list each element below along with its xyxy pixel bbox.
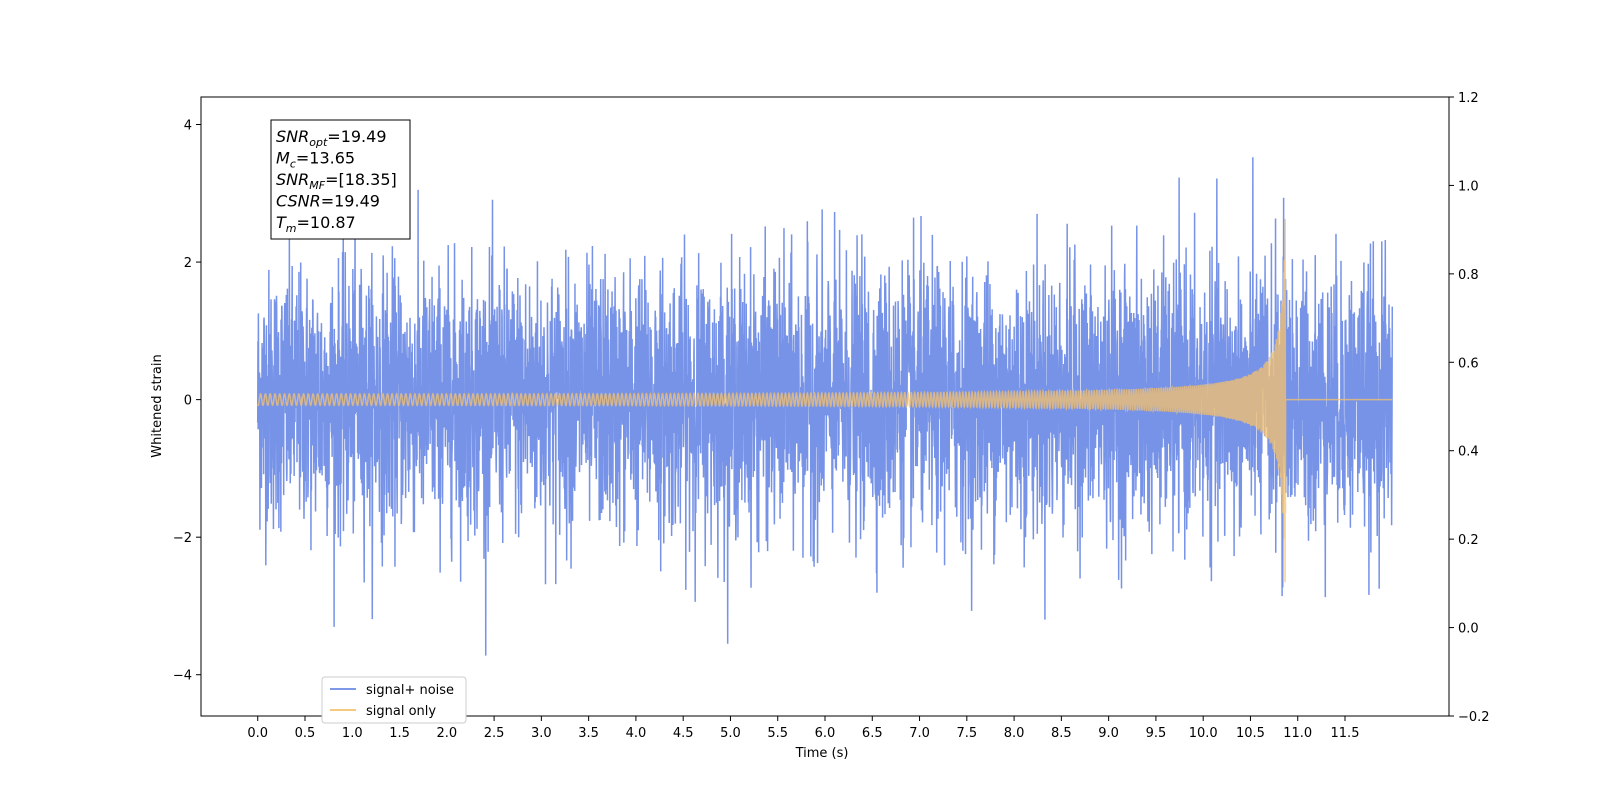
y2-tick-label: 0.4 — [1458, 445, 1479, 460]
y-tick-label: −4 — [173, 669, 192, 684]
x-tick-label: 10.5 — [1236, 726, 1265, 741]
y-tick-label: −2 — [173, 531, 192, 546]
y2-tick-label: 0.8 — [1458, 268, 1479, 283]
legend-label-signal-noise: signal+ noise — [366, 683, 454, 698]
x-tick-label: 0.0 — [247, 726, 268, 741]
x-tick-label: 4.5 — [673, 726, 694, 741]
y-tick-label: 4 — [184, 119, 192, 134]
x-tick-label: 3.5 — [578, 726, 599, 741]
y2-tick-label: 0.2 — [1458, 533, 1479, 548]
x-tick-label: 8.0 — [1004, 726, 1025, 741]
x-tick-label: 3.0 — [531, 726, 552, 741]
y-axis-right: −0.2 0.0 0.2 0.4 0.6 0.8 1.0 1.2 — [1449, 91, 1490, 725]
x-tick-label: 2.5 — [484, 726, 505, 741]
series-layer — [256, 157, 1394, 656]
x-tick-label: 0.5 — [295, 726, 316, 741]
x-tick-label: 1.5 — [389, 726, 410, 741]
x-tick-label: 5.0 — [720, 726, 741, 741]
stats-annotation-box: SNRopt=19.49Mc=13.65SNRMF=[18.35]CSNR=19… — [270, 119, 411, 240]
y-axis-left: −4 −2 0 2 4 — [173, 119, 201, 684]
legend-label-signal-only: signal only — [366, 704, 436, 719]
x-tick-label: 4.0 — [626, 726, 647, 741]
y-axis-label: Whitened strain — [150, 354, 165, 457]
y-tick-label: 0 — [184, 394, 192, 409]
x-tick-label: 11.0 — [1283, 726, 1312, 741]
y-tick-label: 2 — [184, 256, 192, 271]
annotation-line: CSNR=19.49 — [276, 192, 380, 211]
x-tick-label: 2.0 — [436, 726, 457, 741]
y2-tick-label: 1.2 — [1458, 91, 1479, 106]
x-tick-label: 9.0 — [1098, 726, 1119, 741]
series-signal-only-line — [257, 218, 1393, 583]
annotation-line: SNRopt=19.49 — [276, 127, 387, 149]
y2-tick-label: 0.0 — [1458, 622, 1479, 637]
x-axis: 0.0 0.5 1.0 1.5 2.0 2.5 3.0 3.5 4.0 4.5 5.0 5.5 6.0 6… — [247, 716, 1359, 741]
x-tick-label: 7.5 — [956, 726, 977, 741]
x-tick-label: 6.5 — [862, 726, 883, 741]
y2-tick-label: −0.2 — [1458, 710, 1490, 725]
x-tick-label: 8.5 — [1051, 726, 1072, 741]
x-axis-label: Time (s) — [795, 746, 849, 761]
x-tick-label: 11.5 — [1331, 726, 1360, 741]
annotation-line: SNRMF=[18.35] — [276, 170, 397, 192]
x-tick-label: 6.0 — [815, 726, 836, 741]
x-tick-label: 1.0 — [342, 726, 363, 741]
x-tick-label: 7.0 — [909, 726, 930, 741]
x-tick-label: 9.5 — [1146, 726, 1167, 741]
x-tick-label: 10.0 — [1189, 726, 1218, 741]
annotation-line: Mc=13.65 — [276, 149, 355, 171]
x-tick-label: 5.5 — [767, 726, 788, 741]
y2-tick-label: 0.6 — [1458, 356, 1479, 371]
y2-tick-label: 1.0 — [1458, 179, 1479, 194]
legend: signal+ noise signal only — [321, 676, 467, 724]
annotation-line: Tm=10.87 — [276, 213, 356, 235]
